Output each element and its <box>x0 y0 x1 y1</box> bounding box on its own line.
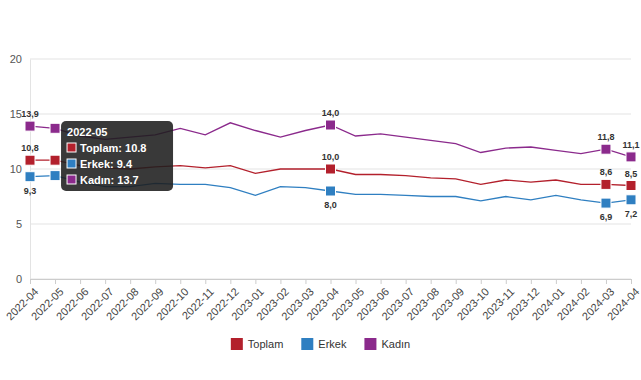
tooltip-line: Erkek: 9.4 <box>80 158 133 170</box>
x-axis: 2022-042022-052022-062022-072022-082022-… <box>4 279 641 322</box>
data-label: 7,2 <box>625 209 638 219</box>
x-tick-mark <box>55 279 56 284</box>
data-label: 6,9 <box>600 212 613 222</box>
marker[interactable] <box>601 198 611 208</box>
x-tick-mark <box>631 279 632 284</box>
x-tick-mark <box>180 279 181 284</box>
x-tick-mark <box>581 279 582 284</box>
marker[interactable] <box>626 181 636 191</box>
marker[interactable] <box>25 172 35 182</box>
legend: Toplam Erkek Kadın <box>231 338 410 350</box>
y-tick-label: 20 <box>10 53 22 65</box>
tooltip-title: 2022-05 <box>67 126 107 138</box>
grid-line <box>30 224 631 225</box>
marker[interactable] <box>50 155 60 165</box>
y-tick-label: 10 <box>10 163 22 175</box>
data-label: 8,5 <box>625 169 638 179</box>
x-tick-mark <box>30 279 31 284</box>
legend-label: Toplam <box>248 338 283 350</box>
marker[interactable] <box>25 155 35 165</box>
legend-swatch <box>364 338 376 350</box>
x-tick-mark <box>356 279 357 284</box>
x-tick-mark <box>305 279 306 284</box>
marker[interactable] <box>626 152 636 162</box>
x-tick-mark <box>606 279 607 284</box>
marker[interactable] <box>326 186 336 196</box>
y-tick-label: 15 <box>10 108 22 120</box>
marker[interactable] <box>25 121 35 131</box>
legend-label: Erkek <box>318 338 347 350</box>
x-tick-mark <box>80 279 81 284</box>
y-axis-line <box>30 60 31 280</box>
marker[interactable] <box>626 195 636 205</box>
y-axis: 0 5 10 15 20 <box>10 53 31 285</box>
tooltip: 2022-05 Toplam: 10.8 Erkek: 9.4 Kadın: 13.7 <box>61 121 173 191</box>
x-tick-mark <box>155 279 156 284</box>
marker[interactable] <box>50 123 60 133</box>
data-label: 11,1 <box>622 140 639 150</box>
data-label: 8,0 <box>324 200 337 210</box>
tooltip-swatch <box>67 143 76 152</box>
data-label: 11,8 <box>597 132 614 142</box>
data-label: 8,6 <box>600 167 613 177</box>
marker[interactable] <box>326 120 336 130</box>
plot-area <box>25 120 636 208</box>
x-tick-mark <box>431 279 432 284</box>
tooltip-line: Kadın: 13.7 <box>80 174 139 186</box>
legend-swatch <box>231 338 243 350</box>
data-label: 10,0 <box>322 152 340 162</box>
x-tick-mark <box>481 279 482 284</box>
marker[interactable] <box>601 179 611 189</box>
legend-label: Kadın <box>381 338 410 350</box>
x-tick-mark <box>255 279 256 284</box>
data-label: 13,9 <box>21 109 39 119</box>
x-axis-line <box>31 280 632 285</box>
marker[interactable] <box>326 164 336 174</box>
chart: 0 5 10 15 20 2022-042022-052022-062022-072022… <box>0 0 641 380</box>
marker[interactable] <box>601 144 611 154</box>
grid-line <box>30 59 631 60</box>
x-tick-label: 2024-04 <box>605 285 641 322</box>
x-tick-mark <box>381 279 382 284</box>
grid <box>30 59 631 279</box>
tooltip-box <box>61 121 173 191</box>
x-tick: 2024-04 <box>605 279 641 322</box>
data-label: 10,8 <box>21 143 39 153</box>
x-tick-mark <box>130 279 131 284</box>
data-labels: 10,8 10,0 8,6 8,5 9,3 8,0 6,9 7,2 13,9 14,0 11,8 11… <box>21 108 639 222</box>
legend-item[interactable]: Kadın <box>364 338 410 350</box>
x-tick-mark <box>406 279 407 284</box>
data-label: 14,0 <box>322 108 340 118</box>
y-tick: 20 <box>10 53 30 65</box>
x-tick-mark <box>506 279 507 284</box>
x-tick-mark <box>230 279 231 284</box>
tooltip-line: Toplam: 10.8 <box>80 142 146 154</box>
legend-item[interactable]: Toplam <box>231 338 283 350</box>
y-tick-label: 5 <box>16 218 22 230</box>
x-tick-mark <box>531 279 532 284</box>
tooltip-swatch <box>67 175 76 184</box>
x-tick-mark <box>331 279 332 284</box>
marker[interactable] <box>50 171 60 181</box>
legend-swatch <box>301 338 313 350</box>
y-tick-label: 0 <box>16 273 22 285</box>
y-tick: 0 <box>16 273 30 285</box>
x-tick-mark <box>205 279 206 284</box>
y-tick: 5 <box>16 218 30 230</box>
x-tick-mark <box>556 279 557 284</box>
x-tick-mark <box>280 279 281 284</box>
legend-item[interactable]: Erkek <box>301 338 347 350</box>
x-tick-mark <box>105 279 106 284</box>
data-label: 9,3 <box>24 186 37 196</box>
x-tick-mark <box>456 279 457 284</box>
tooltip-swatch <box>67 159 76 168</box>
